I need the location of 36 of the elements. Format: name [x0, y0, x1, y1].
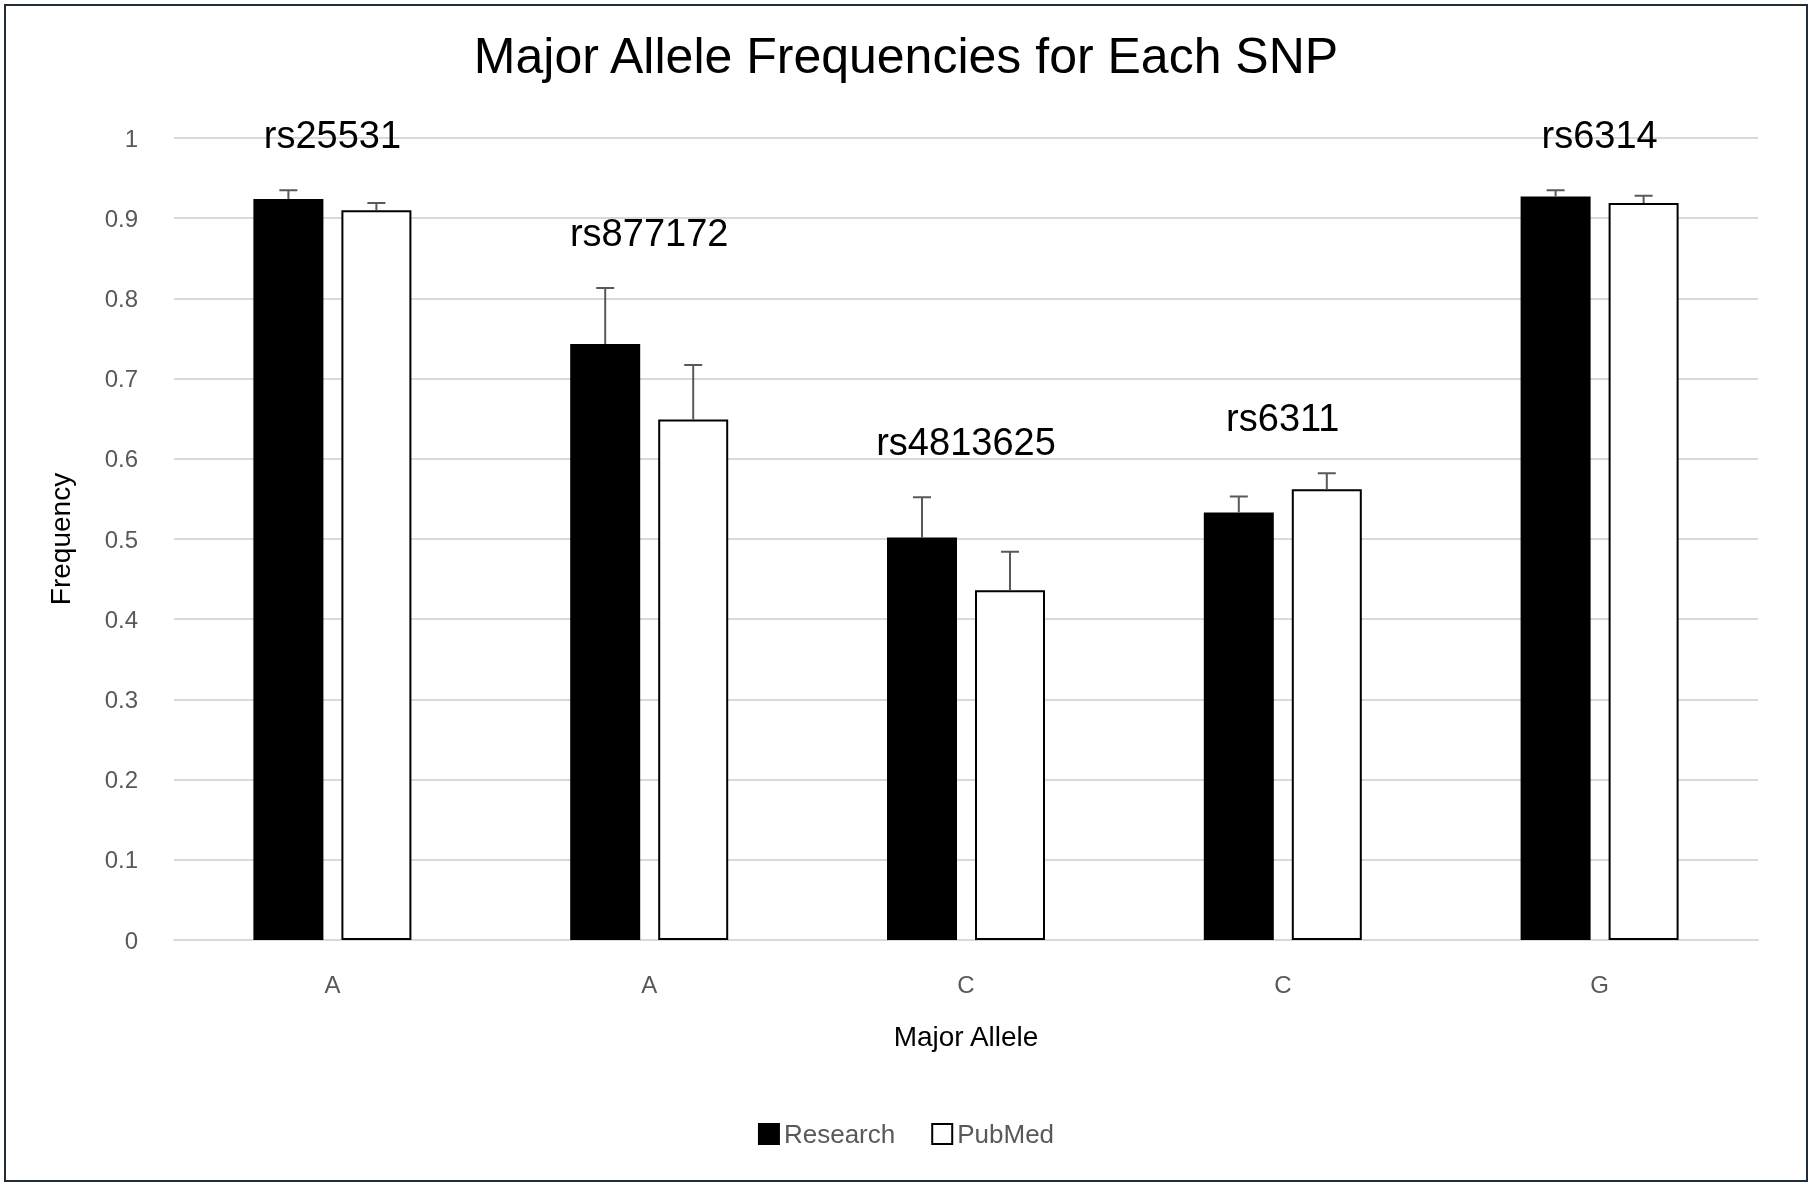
y-tick-label: 0.3 [104, 685, 138, 713]
y-tick-label: 0 [124, 926, 138, 954]
y-axis-title: Frequency [44, 472, 76, 606]
bar [253, 198, 324, 940]
x-tick-label: C [1274, 970, 1292, 998]
x-tick-label: C [957, 970, 975, 998]
bar [975, 590, 1045, 940]
annotation: rs6311 [1226, 397, 1340, 440]
x-tick-label: A [324, 970, 341, 998]
legend-label: Research [783, 1119, 896, 1149]
bar [1608, 202, 1679, 940]
y-tick-label: 0.6 [104, 445, 138, 473]
bar [1203, 512, 1274, 940]
y-tick-label: 1 [124, 124, 138, 152]
y-tick-label: 0.8 [104, 284, 138, 312]
bar [1520, 196, 1591, 940]
annotation: rs4813625 [876, 421, 1056, 464]
y-tick-label: 0.9 [104, 204, 138, 232]
y-tick-label: 0.1 [104, 846, 138, 874]
bar [1291, 489, 1362, 940]
bar [570, 344, 641, 940]
chart-title: Major Allele Frequencies for Each SNP [473, 28, 1339, 84]
bar [887, 537, 957, 940]
x-axis-title: Major Allele [893, 1020, 1039, 1052]
y-tick-label: 0.7 [104, 365, 138, 393]
bar [341, 210, 412, 940]
annotation: rs6314 [1541, 114, 1658, 157]
annotation: rs25531 [263, 114, 402, 157]
y-tick-label: 0.2 [104, 766, 138, 794]
y-tick-label: 0.4 [104, 605, 138, 633]
y-tick-label: 0.5 [104, 525, 138, 553]
legend-label: PubMed [957, 1119, 1055, 1149]
annotation: rs877172 [569, 211, 729, 254]
x-tick-label: A [641, 970, 658, 998]
bar [658, 419, 729, 940]
x-tick-label: G [1590, 970, 1609, 998]
